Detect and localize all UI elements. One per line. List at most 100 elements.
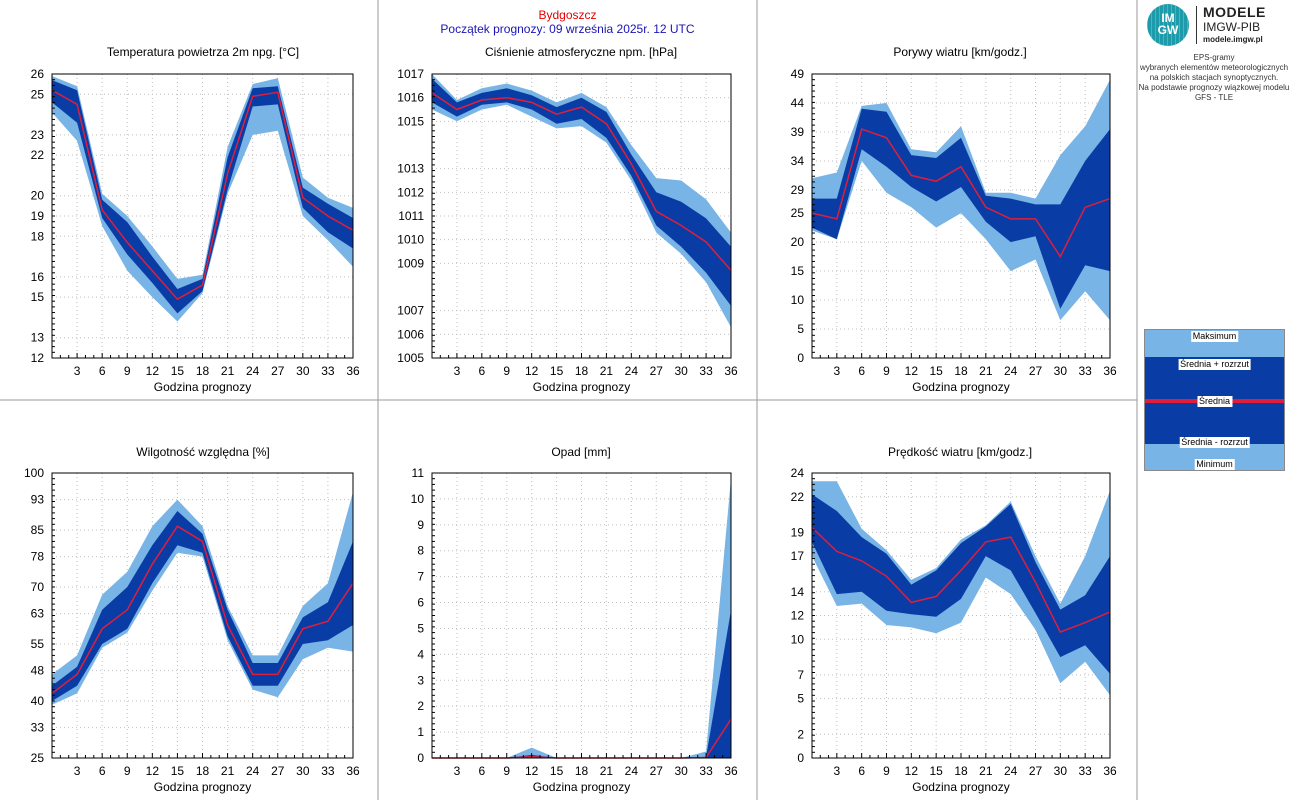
y-tick-label: 25	[791, 206, 805, 220]
y-tick-label: 26	[31, 67, 45, 81]
wind-speed-chart: Prędkość wiatru [km/godz.]3 6 9 12 15 18 21 24 2…	[791, 445, 1117, 794]
temperature-title: Temperatura powietrza 2m npg. [°C]	[107, 45, 299, 59]
x-tick-label: 6	[478, 764, 485, 778]
y-tick-label: 19	[31, 209, 45, 223]
y-tick-label: 22	[31, 148, 45, 162]
x-tick-label: 18	[575, 364, 589, 378]
x-tick-label: 15	[550, 364, 564, 378]
y-tick-label: 16	[31, 270, 45, 284]
x-tick-label: 36	[346, 364, 360, 378]
x-tick-label: 6	[858, 764, 865, 778]
x-tick-label: 21	[979, 764, 993, 778]
y-tick-label: 1007	[397, 304, 424, 318]
x-tick-label: 12	[905, 364, 919, 378]
y-tick-label: 93	[31, 493, 45, 507]
legend-label-mean-plus: Średnia + rozrzut	[1178, 359, 1251, 370]
x-tick-label: 33	[321, 764, 335, 778]
y-tick-label: 5	[417, 621, 424, 635]
y-tick-label: 9	[417, 518, 424, 532]
x-tick-label: 36	[1103, 764, 1117, 778]
x-tick-label: 9	[503, 764, 510, 778]
x-tick-label: 15	[171, 364, 185, 378]
x-tick-label: 6	[858, 364, 865, 378]
y-tick-label: 22	[791, 490, 805, 504]
y-tick-label: 5	[797, 322, 804, 336]
logo-title: MODELE	[1203, 4, 1266, 20]
x-tick-label: 15	[929, 364, 943, 378]
x-tick-label: 21	[600, 764, 614, 778]
x-tick-label: 12	[146, 364, 160, 378]
legend-label-mean: Średnia	[1196, 396, 1233, 407]
logo-circle-text-2: GW	[1157, 23, 1179, 37]
y-tick-label: 12	[31, 351, 45, 365]
x-tick-label: 15	[550, 764, 564, 778]
description-line: na polskich stacjach synoptycznych.	[1149, 73, 1279, 82]
pressure-xlabel: Godzina prognozy	[533, 380, 630, 394]
y-tick-label: 44	[791, 96, 805, 110]
logo-circle-text-1: IM	[1161, 11, 1175, 25]
y-tick-label: 12	[791, 609, 805, 623]
legend: Maksimum Średnia + rozrzut Średnia Średn…	[1144, 329, 1285, 471]
x-tick-label: 27	[650, 764, 664, 778]
x-tick-label: 30	[674, 364, 688, 378]
description-line: wybranych elementów meteorologicznych	[1139, 63, 1289, 72]
y-tick-label: 10	[791, 632, 805, 646]
y-tick-label: 78	[31, 550, 45, 564]
x-tick-label: 3	[454, 764, 461, 778]
description-line: EPS-gramy	[1193, 53, 1235, 62]
description-line: GFS - TLE	[1194, 93, 1234, 102]
spread-band	[812, 494, 1110, 674]
x-tick-label: 21	[221, 364, 235, 378]
y-tick-label: 63	[31, 607, 45, 621]
x-tick-label: 9	[883, 364, 890, 378]
x-tick-label: 33	[699, 764, 713, 778]
description-line: Na podstawie prognozy wiązkowej modelu	[1138, 83, 1290, 92]
y-tick-label: 1013	[397, 162, 424, 176]
x-tick-label: 9	[124, 364, 131, 378]
y-tick-label: 29	[791, 183, 805, 197]
x-tick-label: 3	[833, 764, 840, 778]
legend-label-max: Maksimum	[1190, 331, 1239, 342]
station-name: Bydgoszcz	[538, 8, 597, 22]
y-tick-label: 6	[417, 596, 424, 610]
x-tick-label: 36	[724, 364, 738, 378]
y-tick-label: 1011	[398, 209, 424, 223]
x-tick-label: 12	[525, 764, 539, 778]
y-tick-label: 2	[417, 699, 424, 713]
y-tick-label: 3	[417, 673, 424, 687]
y-tick-label: 1017	[397, 67, 424, 81]
x-tick-label: 24	[246, 364, 260, 378]
mean-line	[811, 128, 1111, 259]
x-tick-label: 18	[954, 764, 968, 778]
spread-band	[432, 78, 731, 306]
minmax-band	[52, 492, 353, 705]
y-tick-label: 0	[797, 351, 804, 365]
temperature-chart: Temperatura powietrza 2m npg. [°C] 3 6 9 12 1…	[31, 45, 360, 394]
x-tick-label: 27	[271, 764, 285, 778]
x-tick-label: 30	[674, 764, 688, 778]
y-tick-label: 1005	[397, 351, 424, 365]
y-tick-label: 55	[31, 637, 45, 651]
spread-band	[52, 511, 353, 701]
x-tick-label: 36	[346, 764, 360, 778]
gusts-title: Porywy wiatru [km/godz.]	[893, 45, 1026, 59]
y-tick-label: 14	[791, 585, 805, 599]
minmax-band	[432, 478, 731, 758]
spread-band	[812, 108, 1110, 309]
x-tick-label: 3	[74, 364, 81, 378]
x-tick-label: 12	[146, 764, 160, 778]
x-tick-label: 12	[905, 764, 919, 778]
y-tick-label: 23	[31, 128, 45, 142]
y-tick-label: 25	[31, 751, 45, 765]
x-tick-label: 33	[699, 364, 713, 378]
y-tick-label: 10	[411, 492, 425, 506]
y-tick-label: 4	[417, 647, 424, 661]
humidity-xlabel: Godzina prognozy	[154, 780, 251, 794]
x-tick-label: 18	[196, 364, 210, 378]
precipitation-xlabel: Godzina prognozy	[533, 780, 630, 794]
x-tick-label: 24	[625, 364, 639, 378]
y-tick-label: 0	[797, 751, 804, 765]
x-tick-label: 6	[478, 364, 485, 378]
x-tick-label: 21	[979, 364, 993, 378]
